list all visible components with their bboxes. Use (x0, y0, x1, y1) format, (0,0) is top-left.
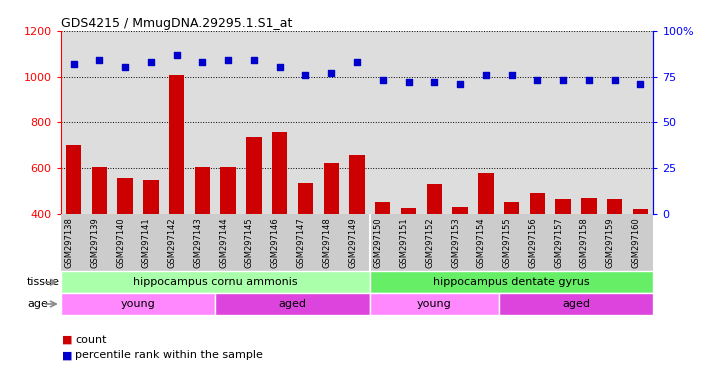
Text: GDS4215 / MmugDNA.29295.1.S1_at: GDS4215 / MmugDNA.29295.1.S1_at (61, 17, 292, 30)
Text: GSM297149: GSM297149 (348, 217, 357, 268)
Bar (607, 199, 623, 306)
Text: GSM297148: GSM297148 (322, 217, 331, 268)
Bar (61, 271, 370, 293)
Text: percentile rank within the sample: percentile rank within the sample (75, 350, 263, 360)
Text: GSM297145: GSM297145 (245, 217, 254, 268)
Text: age: age (27, 299, 48, 309)
Text: aged: aged (278, 299, 306, 309)
Text: GSM297154: GSM297154 (477, 217, 486, 268)
Bar (453, 207, 468, 306)
Point (171, 51, 182, 58)
Bar (143, 180, 159, 306)
Text: young: young (121, 299, 156, 309)
Bar (370, 293, 498, 315)
Point (351, 59, 363, 65)
Text: GSM297143: GSM297143 (193, 217, 202, 268)
Bar (117, 178, 133, 306)
Point (248, 57, 260, 63)
Point (403, 79, 414, 85)
Bar (581, 199, 597, 306)
Point (326, 70, 337, 76)
Text: count: count (75, 335, 106, 345)
Point (428, 79, 440, 85)
Text: hippocampus dentate gyrus: hippocampus dentate gyrus (433, 277, 590, 287)
Bar (530, 193, 545, 306)
Point (454, 81, 466, 87)
Bar (555, 199, 571, 306)
Bar (66, 145, 81, 306)
Text: GSM297156: GSM297156 (528, 217, 538, 268)
Bar (169, 75, 184, 306)
Bar (246, 137, 261, 306)
Text: GSM297158: GSM297158 (580, 217, 589, 268)
Point (609, 77, 620, 83)
Point (119, 64, 131, 70)
Bar (216, 293, 370, 315)
Point (583, 77, 595, 83)
Bar (349, 155, 365, 306)
Bar (504, 202, 519, 306)
Point (68, 61, 79, 67)
Bar (61, 293, 216, 315)
Text: GSM297147: GSM297147 (296, 217, 306, 268)
Text: aged: aged (562, 299, 590, 309)
Point (94, 57, 105, 63)
Text: young: young (417, 299, 452, 309)
Bar (426, 184, 442, 306)
Text: GSM297153: GSM297153 (451, 217, 460, 268)
Text: GSM297159: GSM297159 (605, 217, 615, 268)
Text: GSM297138: GSM297138 (64, 217, 74, 268)
Point (480, 72, 491, 78)
Point (223, 57, 234, 63)
Text: GSM297152: GSM297152 (426, 217, 434, 268)
Bar (221, 167, 236, 306)
Point (532, 77, 543, 83)
Point (145, 59, 156, 65)
Text: GSM297160: GSM297160 (631, 217, 640, 268)
Point (377, 77, 388, 83)
Bar (370, 271, 653, 293)
Point (558, 77, 569, 83)
Bar (91, 167, 107, 306)
Bar (195, 167, 210, 306)
Text: GSM297150: GSM297150 (373, 217, 383, 268)
Text: ■: ■ (62, 350, 76, 360)
Bar (498, 293, 653, 315)
Bar (375, 202, 391, 306)
Text: GSM297157: GSM297157 (554, 217, 563, 268)
Text: ■: ■ (62, 335, 76, 345)
Bar (401, 208, 416, 306)
Point (635, 81, 646, 87)
Text: GSM297139: GSM297139 (91, 217, 99, 268)
Text: GSM297146: GSM297146 (271, 217, 280, 268)
Text: GSM297140: GSM297140 (116, 217, 125, 268)
Bar (323, 163, 339, 306)
Text: hippocampus cornu ammonis: hippocampus cornu ammonis (133, 277, 298, 287)
Text: GSM297141: GSM297141 (142, 217, 151, 268)
Text: GSM297151: GSM297151 (400, 217, 408, 268)
Bar (633, 209, 648, 306)
Point (300, 72, 311, 78)
Point (196, 59, 208, 65)
Text: tissue: tissue (27, 277, 60, 287)
Point (506, 72, 518, 78)
Text: GSM297155: GSM297155 (503, 217, 512, 268)
Text: GSM297144: GSM297144 (219, 217, 228, 268)
Bar (478, 173, 493, 306)
Bar (298, 183, 313, 306)
Point (274, 64, 286, 70)
Text: GSM297142: GSM297142 (168, 217, 176, 268)
Bar (272, 132, 288, 306)
